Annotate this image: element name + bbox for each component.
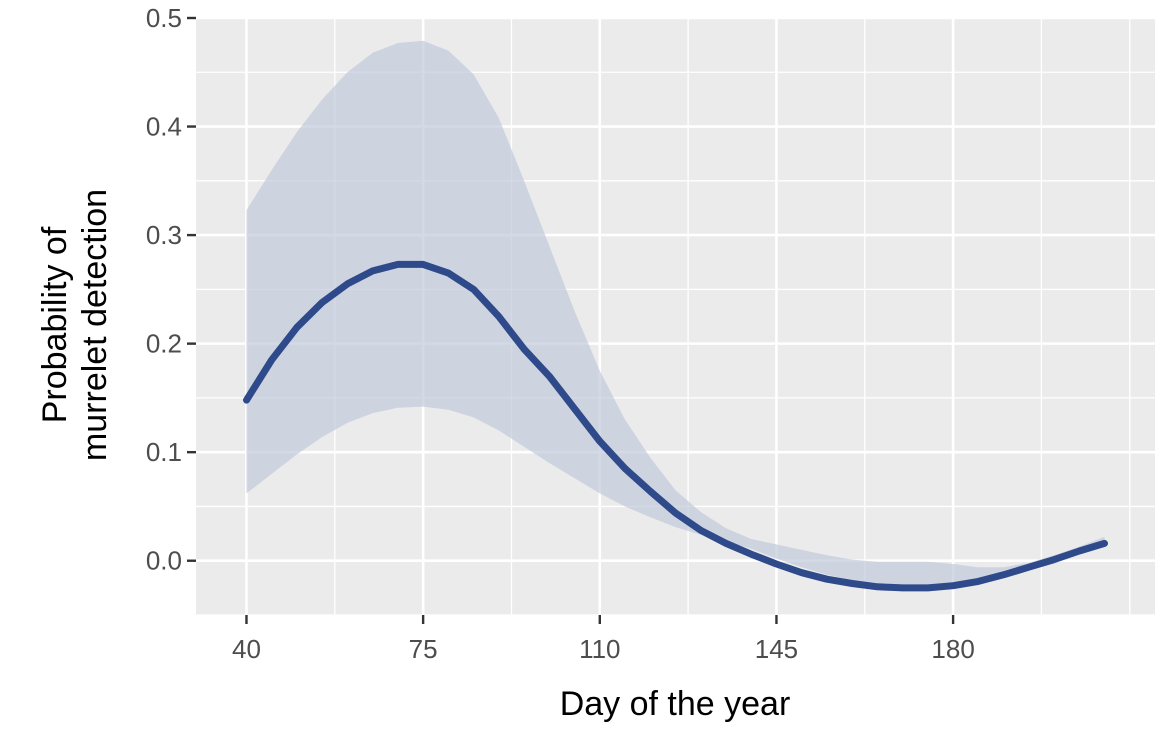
x-tick-label: 75 [409, 634, 438, 664]
y-axis-title-line-1: Probability of [36, 226, 74, 423]
y-tick-label: 0.1 [146, 437, 182, 467]
x-tick-label: 145 [755, 634, 798, 664]
x-axis: 40 75 110 145 180 [232, 615, 975, 664]
y-tick-label: 0.0 [146, 546, 182, 576]
x-tick-label: 180 [931, 634, 974, 664]
y-tick-label: 0.5 [146, 3, 182, 33]
y-axis-title: Probability of murrelet detection [36, 189, 114, 461]
y-tick-label: 0.4 [146, 112, 182, 142]
x-tick-label: 110 [579, 634, 620, 664]
confidence-ribbon [246, 40, 1105, 588]
y-tick-label: 0.3 [146, 220, 182, 250]
x-tick-label: 40 [232, 634, 261, 664]
x-axis-title: Day of the year [560, 685, 791, 723]
trend-line [243, 260, 1108, 592]
y-tick-label: 0.2 [146, 329, 182, 359]
y-axis-title-line-2: murrelet detection [76, 189, 114, 461]
y-axis: 0.0 0.1 0.2 0.3 0.4 0.5 [146, 3, 196, 576]
